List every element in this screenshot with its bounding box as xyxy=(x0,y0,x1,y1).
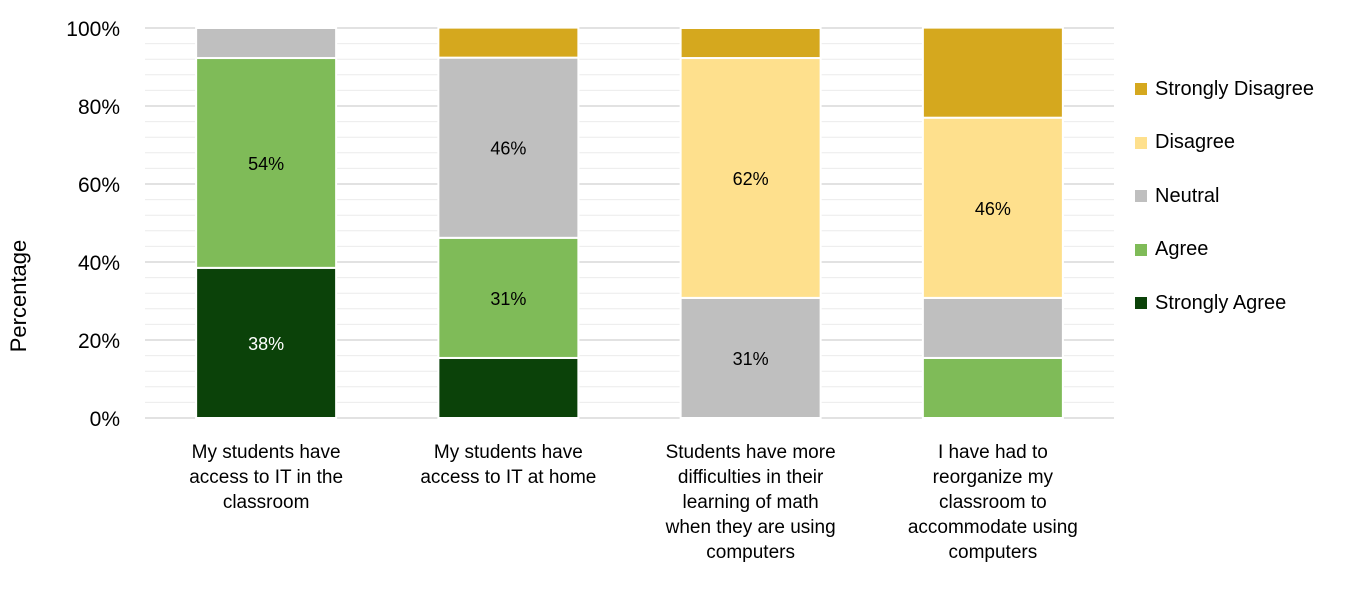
bar-segment xyxy=(437,56,580,239)
legend-item: Strongly Disagree xyxy=(1135,76,1314,103)
data-label: 46% xyxy=(490,139,526,159)
x-category-label-line: I have had to xyxy=(937,442,1048,463)
x-category-label-line: reorganize my xyxy=(932,467,1054,488)
legend-label: Strongly Agree xyxy=(1155,291,1287,314)
legend-swatch xyxy=(1135,297,1147,310)
bar-segments xyxy=(195,26,1064,420)
x-category-label: Students have more difficulties in their l… xyxy=(631,440,871,565)
x-category-label: I have had to reorganize my classroom to ac… xyxy=(873,440,1113,565)
y-tick-label: 20% xyxy=(78,330,120,353)
legend-swatch xyxy=(1135,243,1147,256)
x-category-label-line: difficulties in their xyxy=(677,467,824,488)
legend-swatch xyxy=(1135,136,1147,149)
legend-item: Disagree xyxy=(1135,130,1314,157)
y-tick-label: 60% xyxy=(78,174,120,197)
data-label: 31% xyxy=(733,349,769,369)
bar-segment xyxy=(679,57,822,299)
bar-segment xyxy=(679,27,822,60)
legend-label: Agree xyxy=(1155,238,1209,261)
bar-segment xyxy=(437,356,580,420)
x-category-label-line: access to IT at home xyxy=(420,467,597,488)
x-category-label-line: access to IT in the xyxy=(189,467,344,488)
bar-segment xyxy=(195,57,338,269)
x-category-label-line: classroom xyxy=(222,492,310,513)
x-category-label-line: My students have xyxy=(433,442,583,463)
legend: Strongly Disagree Disagree Neutral Agree Str… xyxy=(1135,76,1314,317)
y-tick-label: 80% xyxy=(78,96,120,119)
data-label: 38% xyxy=(248,334,284,354)
x-category-label-line: My students have xyxy=(191,442,341,463)
legend-item: Neutral xyxy=(1135,183,1314,210)
y-axis-ticks: 0% 20% 40% 60% 80% 100% xyxy=(66,18,120,431)
data-label: 54% xyxy=(248,154,284,174)
x-category-label-line: classroom to xyxy=(939,492,1047,513)
bar-segment xyxy=(921,356,1064,420)
bar-segment xyxy=(195,27,338,60)
x-category-label-line: learning of math xyxy=(682,492,819,513)
x-category-label-line: computers xyxy=(706,542,795,563)
y-axis-title: Percentage xyxy=(2,226,36,366)
bar-segment xyxy=(921,296,1064,359)
bar-segment xyxy=(921,26,1064,119)
x-category-label-line: computers xyxy=(948,542,1038,563)
bar-segment xyxy=(195,266,338,419)
y-axis-title-text: Percentage xyxy=(6,239,31,353)
legend-swatch xyxy=(1135,83,1147,96)
legend-item: Agree xyxy=(1135,237,1314,264)
data-label: 31% xyxy=(490,289,526,309)
bar-segment xyxy=(921,116,1064,299)
bar-segment xyxy=(437,26,580,59)
x-category-label: My students have access to IT in the class… xyxy=(146,440,386,515)
bar-segment xyxy=(437,236,580,359)
y-tick-label: 100% xyxy=(66,18,120,41)
x-category-label-line: Students have more xyxy=(665,442,836,463)
y-tick-label: 0% xyxy=(90,408,120,431)
legend-swatch xyxy=(1135,190,1147,203)
legend-label: Neutral xyxy=(1155,184,1220,207)
data-label: 62% xyxy=(733,169,769,189)
legend-label: Strongly Disagree xyxy=(1155,77,1314,100)
x-category-label-line: accommodate using xyxy=(907,517,1078,538)
data-labels: 38% 54% 31% 46% 31% 62% 46% xyxy=(248,139,1011,369)
legend-label: Disagree xyxy=(1155,131,1236,154)
y-tick-label: 40% xyxy=(78,252,120,275)
data-label: 46% xyxy=(975,199,1011,219)
x-category-label-line: when they are using xyxy=(665,517,836,538)
x-category-label: My students have access to IT at home xyxy=(388,440,628,490)
legend-item: Strongly Agree xyxy=(1135,290,1314,317)
